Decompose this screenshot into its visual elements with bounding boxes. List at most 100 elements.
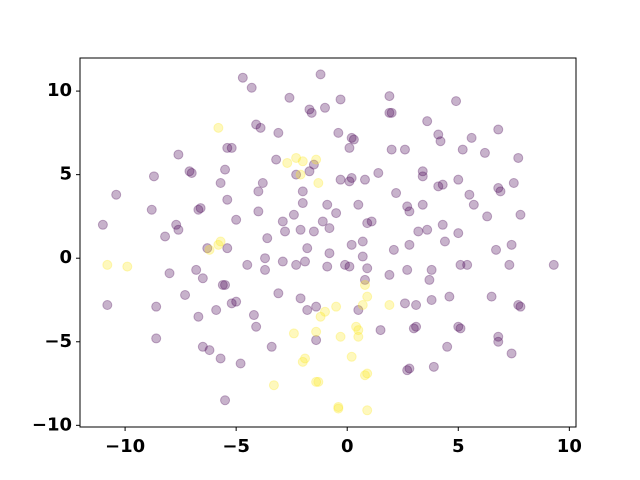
plot-frame (79, 57, 577, 428)
point (102, 300, 113, 311)
point (291, 169, 302, 180)
point (248, 310, 259, 321)
point (204, 345, 215, 356)
point (213, 122, 224, 133)
point (235, 358, 246, 369)
point (375, 325, 386, 336)
point (402, 365, 413, 376)
point (211, 305, 222, 316)
point (217, 279, 228, 290)
point (195, 203, 206, 214)
point (515, 301, 526, 312)
point (237, 72, 248, 83)
point (346, 239, 357, 250)
point (257, 178, 268, 189)
point (97, 219, 108, 230)
point (180, 289, 191, 300)
point (222, 142, 233, 153)
point (464, 189, 475, 200)
point (344, 142, 355, 153)
point (197, 273, 208, 284)
point (295, 169, 306, 180)
point (462, 259, 473, 270)
point (277, 256, 288, 267)
point (308, 159, 319, 170)
point (146, 204, 157, 215)
y-tick-label: 5 (59, 164, 72, 185)
point (242, 259, 253, 270)
point (226, 298, 237, 309)
point (302, 305, 313, 316)
point (508, 178, 519, 189)
point (148, 171, 159, 182)
point (422, 116, 433, 127)
point (428, 361, 439, 372)
point (402, 264, 413, 275)
point (466, 132, 477, 143)
point (348, 134, 359, 145)
point (388, 244, 399, 255)
point (457, 144, 468, 155)
point (333, 401, 344, 412)
point (231, 296, 242, 307)
point (311, 376, 322, 387)
point (455, 259, 466, 270)
point (362, 405, 373, 416)
point (357, 236, 368, 247)
x-tick-label: 10 (557, 436, 582, 457)
point (288, 328, 299, 339)
point (391, 188, 402, 199)
point (455, 323, 466, 334)
point (226, 142, 237, 153)
point (351, 321, 362, 332)
point (322, 199, 333, 210)
point (435, 136, 446, 147)
point (297, 356, 308, 367)
point (506, 348, 517, 359)
point (202, 243, 213, 254)
point (173, 224, 184, 235)
point (311, 154, 322, 165)
point (222, 194, 233, 205)
point (315, 311, 326, 322)
point (151, 333, 162, 344)
point (333, 403, 344, 414)
point (453, 228, 464, 239)
point (333, 127, 344, 138)
point (251, 119, 262, 130)
point (344, 176, 355, 187)
point (384, 300, 395, 311)
point (297, 198, 308, 209)
point (306, 107, 317, 118)
point (171, 219, 182, 230)
point (204, 244, 215, 255)
point (362, 291, 373, 302)
point (277, 216, 288, 227)
point (453, 321, 464, 332)
point (255, 122, 266, 133)
point (184, 166, 195, 177)
point (513, 300, 524, 311)
point (433, 181, 444, 192)
point (359, 174, 370, 185)
point (288, 209, 299, 220)
point (315, 69, 326, 80)
point (122, 261, 133, 272)
point (493, 183, 504, 194)
point (282, 157, 293, 168)
point (215, 236, 226, 247)
point (260, 264, 271, 275)
point (411, 300, 422, 311)
point (271, 154, 282, 165)
x-tick-label: 0 (341, 436, 354, 457)
point (344, 261, 355, 272)
point (339, 259, 350, 270)
point (442, 341, 453, 352)
point (302, 243, 313, 254)
point (362, 263, 373, 274)
point (404, 206, 415, 217)
point (311, 326, 322, 337)
point (399, 144, 410, 155)
point (222, 243, 233, 254)
